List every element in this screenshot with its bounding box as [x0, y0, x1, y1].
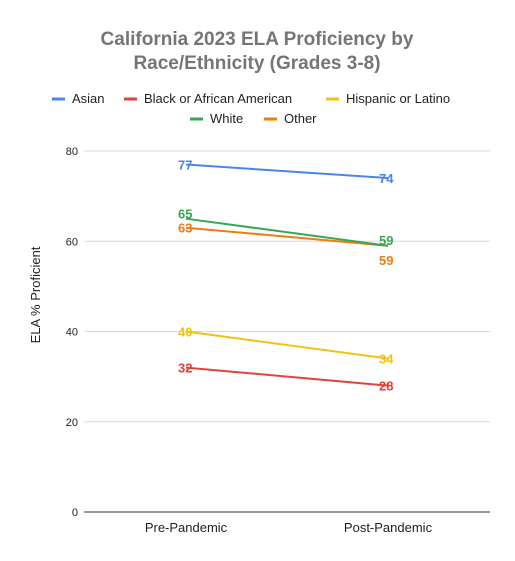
legend-label: Asian — [72, 91, 105, 106]
legend-item-hispanic-or-latino: Hispanic or Latino — [326, 91, 450, 106]
y-tick-label: 0 — [72, 507, 78, 519]
x-tick-label: Pre-Pandemic — [145, 520, 228, 535]
y-tick-label: 80 — [66, 146, 78, 158]
chart-title-line-2: Race/Ethnicity (Grades 3-8) — [133, 53, 380, 74]
data-label-other: 63 — [178, 221, 192, 236]
gridlines — [84, 150, 490, 513]
data-label-asian: 77 — [178, 158, 192, 173]
y-tick-label: 20 — [66, 417, 78, 429]
data-label-white: 65 — [178, 207, 192, 222]
legend-label: Other — [284, 111, 317, 126]
legend-item-other: Other — [264, 111, 317, 126]
data-label-asian: 74 — [379, 171, 394, 186]
data-labels: 77 74 32 28 40 34 65 59 63 59 — [178, 158, 394, 394]
y-tick-label: 60 — [66, 236, 78, 248]
chart-title-line-1: California 2023 ELA Proficiency by — [101, 29, 414, 50]
data-label-hispanic-or-latino: 40 — [178, 325, 192, 340]
legend-item-white: White — [190, 111, 243, 126]
chart-legend: Asian Black or African American Hispanic o… — [52, 91, 450, 126]
legend-label: Black or African American — [144, 91, 292, 106]
y-tick-label: 40 — [66, 327, 78, 339]
series-line-hispanic-or-latino — [185, 330, 389, 360]
y-axis-ticks: 0 20 40 60 80 — [66, 146, 78, 519]
data-label-black-or-african-american: 32 — [178, 361, 192, 376]
data-label-white: 59 — [379, 233, 393, 248]
legend-item-black-or-african-american: Black or African American — [124, 91, 292, 106]
series-line-other — [185, 226, 389, 247]
x-axis-categories: Pre-Pandemic Post-Pandemic — [145, 520, 433, 535]
data-label-black-or-african-american: 28 — [379, 379, 393, 394]
legend-item-asian: Asian — [52, 91, 105, 106]
legend-label: White — [210, 111, 243, 126]
data-label-hispanic-or-latino: 34 — [379, 352, 394, 367]
series-lines — [185, 163, 389, 387]
series-line-asian — [185, 163, 389, 180]
series-line-white — [185, 217, 389, 247]
data-label-other: 59 — [379, 253, 393, 268]
x-tick-label: Post-Pandemic — [344, 520, 433, 535]
series-line-black-or-african-american — [185, 366, 389, 387]
legend-label: Hispanic or Latino — [346, 91, 450, 106]
y-axis-title: ELA % Proficient — [28, 246, 43, 343]
